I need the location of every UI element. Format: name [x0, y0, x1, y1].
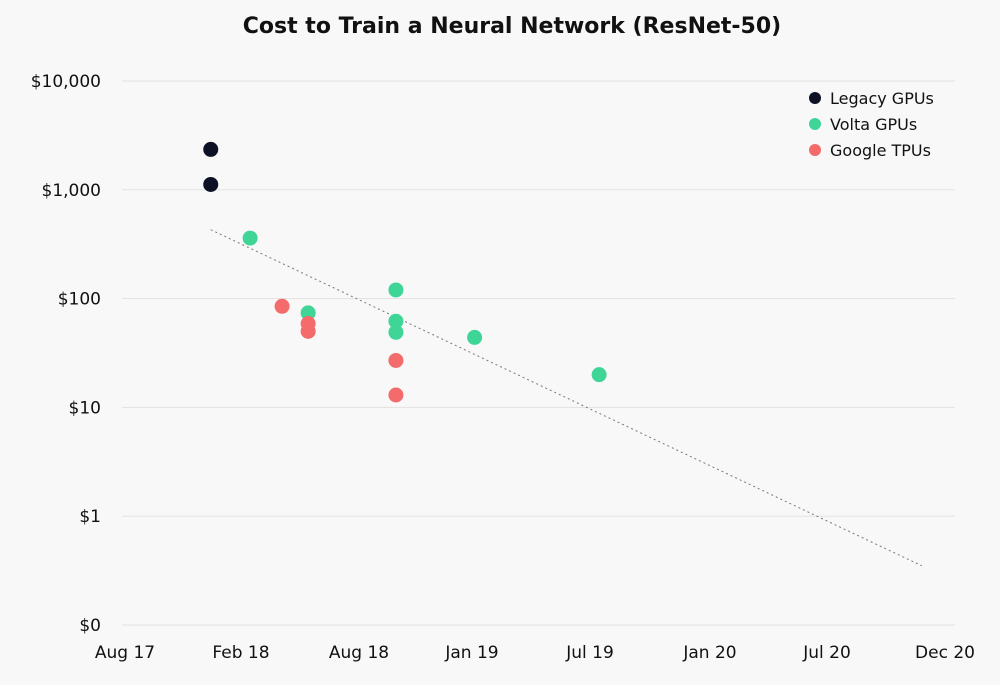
x-tick-label: Aug 17	[95, 643, 155, 663]
data-point	[300, 305, 316, 321]
x-axis: Aug 17 Feb 18 Aug 18 Jan 19 Jul 19 Jan 20 Jul …	[95, 643, 975, 663]
legend-item: Google TPUs	[809, 141, 931, 160]
x-tick-label: Aug 18	[329, 643, 389, 663]
series-legacy-gpus	[203, 141, 219, 192]
y-tick-label: $10	[69, 398, 101, 418]
y-tick-label: $0	[79, 616, 101, 636]
series-volta-gpus	[242, 230, 607, 383]
x-tick-label: Jan 19	[444, 643, 498, 663]
data-point	[203, 141, 219, 157]
trendline-layer	[210, 229, 923, 567]
legend-label: Volta GPUs	[830, 115, 917, 134]
legend-item: Volta GPUs	[809, 115, 917, 134]
data-point	[388, 313, 404, 329]
data-point	[388, 282, 404, 298]
data-point	[388, 387, 404, 403]
legend-marker	[809, 144, 821, 156]
y-axis: $10,000 $1,000 $100 $10 $1 $0	[31, 72, 101, 636]
legend: Legacy GPUs Volta GPUs Google TPUs	[809, 89, 934, 160]
data-points	[203, 141, 607, 403]
y-tick-label: $1	[79, 507, 101, 527]
series-google-tpus	[274, 298, 404, 403]
legend-marker	[809, 92, 821, 104]
y-tick-label: $1,000	[42, 181, 101, 201]
y-tick-label: $10,000	[31, 72, 101, 92]
chart-title: Cost to Train a Neural Network (ResNet-5…	[243, 14, 781, 39]
y-tick-label: $100	[58, 290, 101, 310]
data-point	[300, 323, 316, 339]
data-point	[242, 230, 258, 246]
data-point	[467, 329, 483, 345]
data-point	[203, 176, 219, 192]
x-tick-label: Feb 18	[212, 643, 269, 663]
trendline	[210, 229, 923, 567]
data-point	[591, 367, 607, 383]
legend-label: Google TPUs	[830, 141, 931, 160]
legend-label: Legacy GPUs	[830, 89, 934, 108]
data-point	[388, 352, 404, 368]
x-tick-label: Jan 20	[682, 643, 736, 663]
x-tick-label: Jul 20	[802, 643, 851, 663]
grid-layer	[122, 80, 955, 626]
data-point	[388, 324, 404, 340]
x-tick-label: Jul 19	[565, 643, 614, 663]
legend-marker	[809, 118, 821, 130]
legend-item: Legacy GPUs	[809, 89, 934, 108]
x-tick-label: Dec 20	[915, 643, 975, 663]
data-point	[274, 298, 290, 314]
